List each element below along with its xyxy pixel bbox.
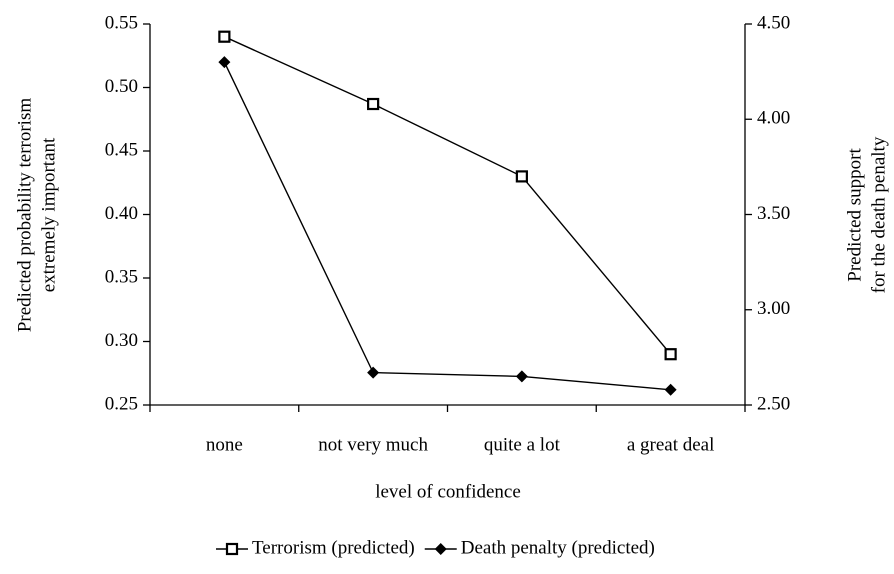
- y2-tick-label: 3.00: [757, 298, 790, 319]
- marker: [225, 542, 239, 556]
- y2-tick-label: 2.50: [757, 393, 790, 414]
- marker: [218, 30, 231, 43]
- y2-axis-title-line: Predicted support: [844, 148, 865, 282]
- x-tick-label: none: [206, 434, 243, 455]
- y-tick-label: 0.55: [105, 12, 138, 33]
- legend-label: Death penalty (predicted): [461, 537, 655, 558]
- y-tick-label: 0.30: [105, 330, 138, 351]
- y2-axis-title: Predicted support for the death penalty: [844, 136, 889, 293]
- marker: [218, 56, 231, 69]
- y2-tick-label: 4.00: [757, 108, 790, 129]
- x-tick-label: quite a lot: [484, 434, 561, 455]
- y-tick-label: 0.35: [105, 266, 138, 287]
- y2-tick-label: 4.50: [757, 12, 790, 33]
- legend: Terrorism (predicted) Death penalty (pred…: [216, 537, 655, 558]
- y-tick-label: 0.45: [105, 139, 138, 160]
- marker: [515, 170, 528, 183]
- series-line: [224, 36, 672, 355]
- y2-tick-label: 3.50: [757, 203, 790, 224]
- marker: [367, 97, 380, 111]
- x-tick-label: a great deal: [627, 434, 715, 455]
- x-tick-label: not very much: [318, 434, 428, 455]
- marker: [367, 366, 380, 379]
- marker: [515, 370, 528, 383]
- marker: [664, 383, 677, 396]
- y-axis-title-line: extremely important: [38, 137, 59, 292]
- y-tick-label: 0.40: [105, 203, 138, 224]
- y-axis-title-line: Predicted probability terrorism: [14, 98, 35, 332]
- y2-axis-title-line: for the death penalty: [868, 136, 889, 293]
- legend-label: Terrorism (predicted): [252, 537, 415, 558]
- y-tick-label: 0.50: [105, 76, 138, 97]
- y-tick-label: 0.25: [105, 393, 138, 414]
- marker: [664, 348, 677, 361]
- series-line: [223, 61, 671, 391]
- x-axis-title: level of confidence: [375, 481, 521, 502]
- y-axis-title: Predicted probability terrorism extremel…: [14, 98, 59, 332]
- marker: [434, 543, 447, 555]
